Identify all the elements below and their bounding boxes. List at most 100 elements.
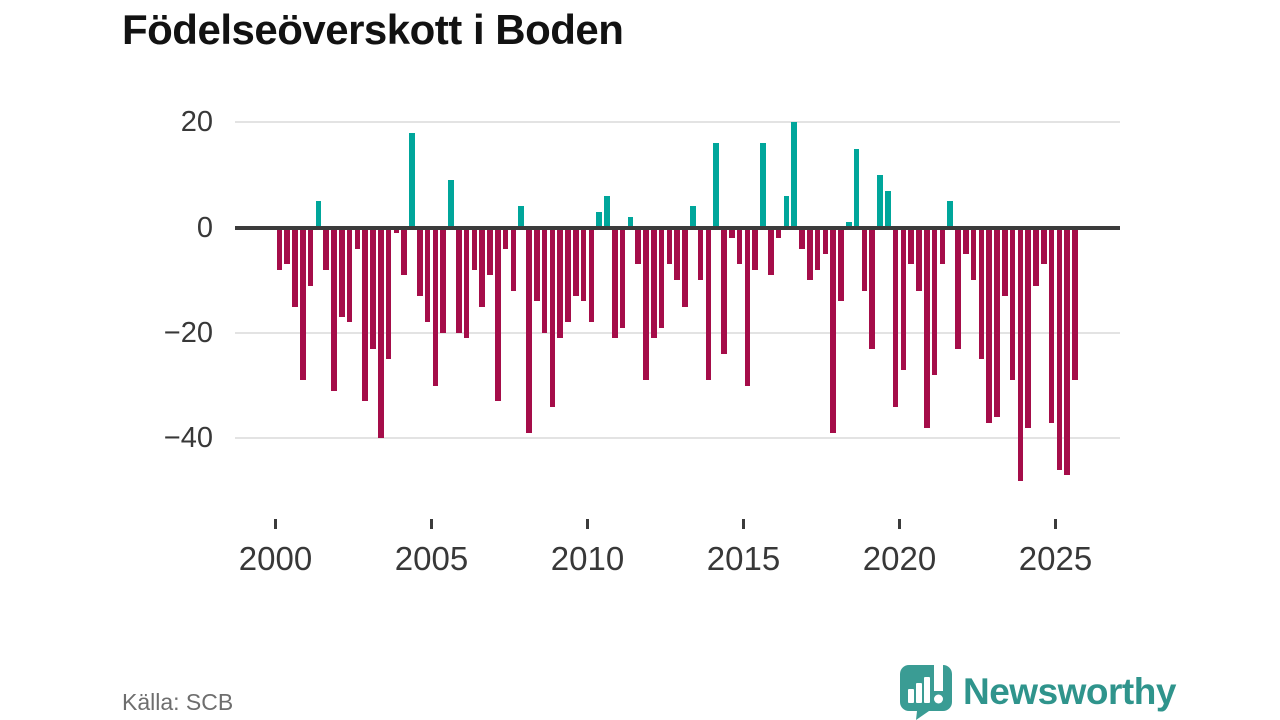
bar: [978, 227, 985, 360]
bar: [494, 227, 501, 402]
bar: [1064, 227, 1071, 476]
bar: [541, 227, 548, 333]
bar: [760, 143, 766, 228]
bar: [916, 227, 922, 291]
bar: [619, 227, 626, 328]
bar: [1025, 227, 1032, 428]
bar: [471, 227, 478, 270]
bar: [666, 227, 673, 265]
y-axis-label: −40: [163, 422, 213, 455]
logo-exclamation-dot: [934, 694, 943, 704]
bar: [970, 227, 977, 281]
bar: [385, 227, 392, 360]
bar: [1072, 227, 1078, 381]
bar: [736, 227, 743, 265]
bar: [682, 227, 688, 307]
bar: [565, 227, 571, 323]
bar: [1040, 227, 1047, 265]
bar: [658, 227, 665, 328]
bar: [892, 227, 899, 407]
logo-bar-1: [908, 689, 914, 703]
bar: [463, 227, 470, 339]
bar: [409, 132, 415, 228]
bar: [650, 227, 657, 339]
bar: [627, 217, 634, 228]
newsworthy-logo: Newsworthy: [899, 664, 1176, 720]
bar: [697, 227, 704, 281]
bar: [822, 227, 829, 254]
x-axis-label: 2010: [550, 540, 625, 577]
bar: [962, 227, 969, 254]
x-axis-label: 2015: [706, 540, 781, 577]
bar: [1017, 227, 1024, 481]
bar: [947, 201, 954, 228]
chart-title: Födelseöverskott i Boden: [122, 6, 624, 53]
bar: [713, 143, 720, 228]
bar: [791, 122, 798, 228]
x-axis-label: 2025: [1018, 540, 1093, 577]
bar: [588, 227, 595, 323]
bar: [393, 227, 400, 233]
bar: [830, 227, 837, 433]
bar: [861, 227, 868, 291]
bar: [767, 227, 774, 275]
bar: [416, 227, 423, 296]
gridline: [235, 331, 1120, 334]
bar: [869, 227, 876, 349]
x-tick: [898, 519, 901, 529]
zero-axis-line: [235, 225, 1120, 230]
newsworthy-logo-text: Newsworthy: [963, 671, 1176, 712]
x-tick: [274, 519, 277, 529]
bar: [955, 227, 961, 349]
newsworthy-logo-icon: [900, 664, 952, 720]
bar: [526, 227, 532, 433]
bar: [994, 227, 1000, 418]
bar: [455, 227, 462, 333]
bar: [845, 222, 852, 228]
plot-area: [235, 100, 1120, 500]
bar: [346, 227, 353, 323]
bar: [877, 174, 883, 228]
bar: [799, 227, 805, 249]
bar: [611, 227, 618, 339]
bar: [510, 227, 517, 291]
bar: [674, 227, 681, 281]
bar: [1033, 227, 1039, 286]
bar: [276, 227, 283, 270]
bar: [721, 227, 727, 354]
x-axis-label: 2005: [394, 540, 469, 577]
bar: [448, 180, 454, 228]
x-axis-label: 2020: [862, 540, 937, 577]
bar: [580, 227, 587, 302]
x-tick: [1054, 519, 1057, 529]
x-tick: [586, 519, 589, 529]
gridline: [235, 121, 1120, 124]
y-axis-label: 0: [196, 211, 213, 244]
bar: [549, 227, 556, 407]
bar: [502, 227, 509, 249]
bar: [1048, 227, 1055, 423]
bar: [783, 195, 790, 228]
bar: [806, 227, 813, 281]
bar: [939, 227, 946, 265]
bar: [572, 227, 579, 296]
bar: [884, 190, 891, 228]
bar: [744, 227, 751, 386]
bar: [1009, 227, 1016, 381]
bar: [728, 227, 735, 238]
bar: [557, 227, 564, 339]
bar: [292, 227, 298, 307]
bar: [604, 195, 610, 228]
bar: [814, 227, 821, 270]
logo-bar-3: [924, 677, 930, 703]
bar: [401, 227, 408, 275]
bar: [900, 227, 907, 370]
bar: [1056, 227, 1063, 470]
bar: [354, 227, 361, 249]
bar: [689, 206, 696, 228]
bar: [838, 227, 844, 302]
bar: [432, 227, 439, 386]
bar: [307, 227, 314, 286]
bar: [377, 227, 384, 439]
